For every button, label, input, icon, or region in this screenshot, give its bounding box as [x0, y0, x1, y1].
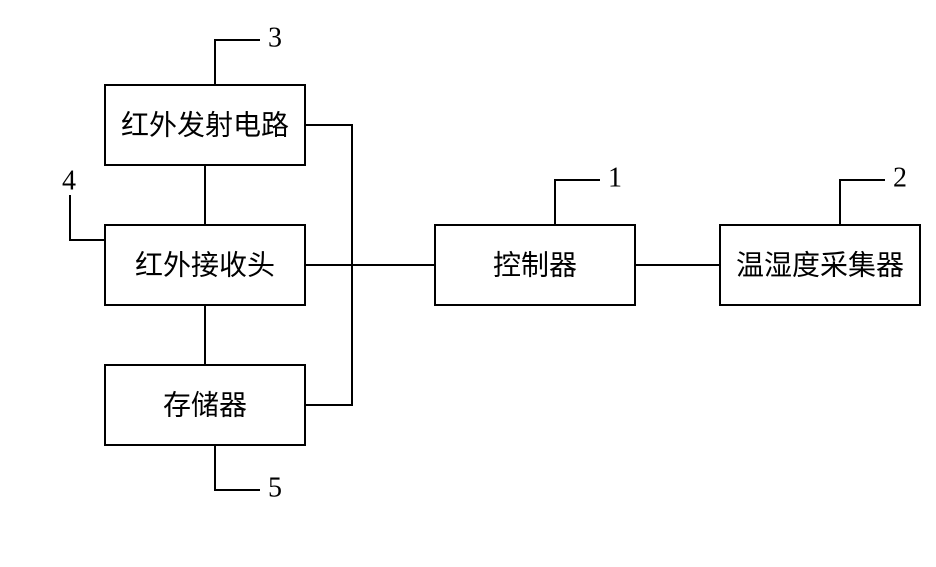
callout-1-line: [555, 180, 600, 225]
box-ir-emitter-label: 红外发射电路: [121, 109, 289, 141]
callout-5-number: 5: [268, 472, 282, 503]
box-controller-label: 控制器: [493, 249, 577, 281]
callout-3-number: 3: [268, 22, 282, 53]
box-memory: 存储器: [105, 365, 305, 445]
block-diagram: 红外发射电路 红外接收头 存储器 控制器 温湿度采集器 3 4 5 1: [0, 0, 936, 567]
callout-2-line: [840, 180, 885, 225]
callout-3: 3: [215, 22, 282, 85]
box-sensor-label: 温湿度采集器: [736, 249, 904, 281]
callout-1: 1: [555, 162, 622, 225]
box-ir-receiver-label: 红外接收头: [135, 249, 275, 281]
callout-3-line: [215, 40, 260, 85]
box-ir-emitter: 红外发射电路: [105, 85, 305, 165]
box-memory-label: 存储器: [163, 389, 247, 421]
callout-4: 4: [62, 165, 105, 240]
callout-1-number: 1: [608, 162, 622, 193]
callout-5: 5: [215, 445, 282, 503]
box-ir-receiver: 红外接收头: [105, 225, 305, 305]
callout-5-line: [215, 445, 260, 490]
callout-4-number: 4: [62, 165, 76, 196]
box-controller: 控制器: [435, 225, 635, 305]
callout-2-number: 2: [893, 162, 907, 193]
callout-4-line: [70, 195, 105, 240]
callout-2: 2: [840, 162, 907, 225]
box-sensor: 温湿度采集器: [720, 225, 920, 305]
